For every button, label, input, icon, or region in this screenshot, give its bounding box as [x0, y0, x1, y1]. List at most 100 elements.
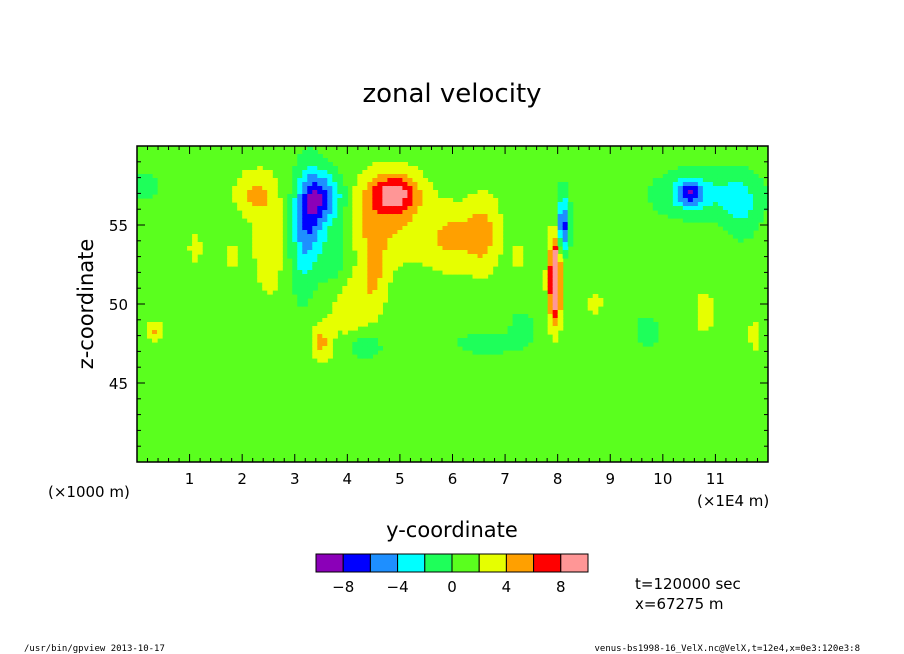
heatmap-cell	[447, 210, 454, 215]
heatmap-cell	[477, 202, 484, 207]
heatmap-cell	[667, 170, 674, 175]
heatmap-cell	[267, 226, 273, 231]
heatmap-cell	[482, 202, 489, 207]
heatmap-cell	[227, 250, 233, 255]
heatmap-cell	[332, 218, 338, 223]
heatmap-cell	[367, 270, 373, 275]
heatmap-cell	[492, 198, 499, 203]
heatmap-cell	[452, 202, 459, 207]
heatmap-cell	[752, 210, 759, 215]
heatmap-cell	[727, 182, 734, 187]
heatmap-cell	[362, 234, 368, 239]
heatmap-cell	[262, 250, 268, 255]
heatmap-cell	[747, 206, 754, 211]
heatmap-cell	[332, 318, 338, 323]
heatmap-cell	[462, 202, 469, 207]
heatmap-cell	[227, 262, 233, 267]
heatmap-cell	[487, 254, 494, 259]
heatmap-cell	[367, 262, 373, 267]
heatmap-cell	[447, 262, 454, 267]
heatmap-cell	[672, 198, 679, 203]
heatmap-cell	[487, 338, 494, 343]
heatmap-cell	[317, 162, 323, 167]
heatmap-cell	[332, 234, 338, 239]
heatmap-cell	[327, 314, 333, 319]
heatmap-cell	[667, 214, 674, 219]
heatmap-cell	[367, 346, 373, 351]
heatmap-cell	[732, 206, 739, 211]
heatmap-cell	[317, 198, 323, 203]
heatmap-cell	[292, 258, 298, 263]
heatmap-cell	[267, 222, 273, 227]
heatmap-cell	[317, 194, 323, 199]
heatmap-cell	[562, 182, 569, 187]
heatmap-cell	[432, 190, 439, 195]
heatmap-cell	[372, 218, 378, 223]
heatmap-cell	[497, 342, 504, 347]
heatmap-cell	[327, 350, 333, 355]
heatmap-cell	[697, 298, 704, 303]
heatmap-cell	[362, 238, 368, 243]
heatmap-cell	[267, 266, 273, 271]
heatmap-cell	[287, 234, 293, 239]
heatmap-cell	[382, 170, 388, 175]
heatmap-cell	[492, 346, 499, 351]
heatmap-cell	[292, 282, 298, 287]
heatmap-cell	[522, 322, 529, 327]
heatmap-cell	[267, 210, 273, 215]
heatmap-cell	[672, 194, 679, 199]
heatmap-cell	[552, 258, 559, 263]
heatmap-cell	[332, 330, 338, 335]
heatmap-cell	[357, 182, 363, 187]
heatmap-cell	[482, 270, 489, 275]
heatmap-cell	[407, 182, 414, 187]
heatmap-cell	[342, 290, 348, 295]
heatmap-cell	[762, 186, 769, 191]
heatmap-cell	[672, 170, 679, 175]
heatmap-cell	[757, 198, 764, 203]
heatmap-cell	[657, 206, 664, 211]
heatmap-cell	[527, 322, 534, 327]
heatmap-cell	[677, 206, 684, 211]
heatmap-cell	[272, 250, 278, 255]
heatmap-cell	[317, 326, 323, 331]
heatmap-cell	[402, 202, 409, 207]
heatmap-cell	[492, 350, 499, 355]
heatmap-cell	[357, 270, 363, 275]
heatmap-cell	[252, 222, 258, 227]
heatmap-cell	[487, 258, 494, 263]
heatmap-cell	[367, 186, 373, 191]
heatmap-cell	[302, 166, 308, 171]
heatmap-cell	[752, 222, 759, 227]
x-tick-label: 3	[290, 470, 300, 488]
heatmap-cell	[367, 166, 373, 171]
heatmap-cell	[407, 206, 414, 211]
heatmap-cell	[297, 266, 303, 271]
heatmap-cell	[682, 210, 689, 215]
heatmap-cell	[717, 194, 724, 199]
heatmap-cell	[427, 250, 434, 255]
heatmap-cell	[252, 174, 258, 179]
heatmap-cell	[727, 218, 734, 223]
heatmap-cell	[407, 166, 414, 171]
heatmap-cell	[327, 174, 333, 179]
heatmap-cell	[382, 250, 388, 255]
heatmap-cell	[677, 186, 684, 191]
heatmap-cell	[547, 298, 554, 303]
heatmap-cell	[357, 282, 363, 287]
heatmap-cell	[717, 178, 724, 183]
heatmap-cell	[297, 154, 303, 159]
heatmap-cell	[352, 346, 358, 351]
y-axis-label: z-coordinate	[74, 239, 98, 370]
heatmap-cell	[392, 266, 399, 271]
heatmap-cell	[672, 214, 679, 219]
heatmap-cell	[267, 178, 273, 183]
heatmap-cell	[457, 262, 464, 267]
heatmap-cell	[447, 266, 454, 271]
heatmap-cell	[247, 218, 253, 223]
heatmap-cell	[437, 202, 444, 207]
heatmap-cell	[382, 194, 388, 199]
heatmap-cell	[552, 326, 559, 331]
heatmap-cell	[467, 246, 474, 251]
heatmap-cell	[317, 174, 323, 179]
